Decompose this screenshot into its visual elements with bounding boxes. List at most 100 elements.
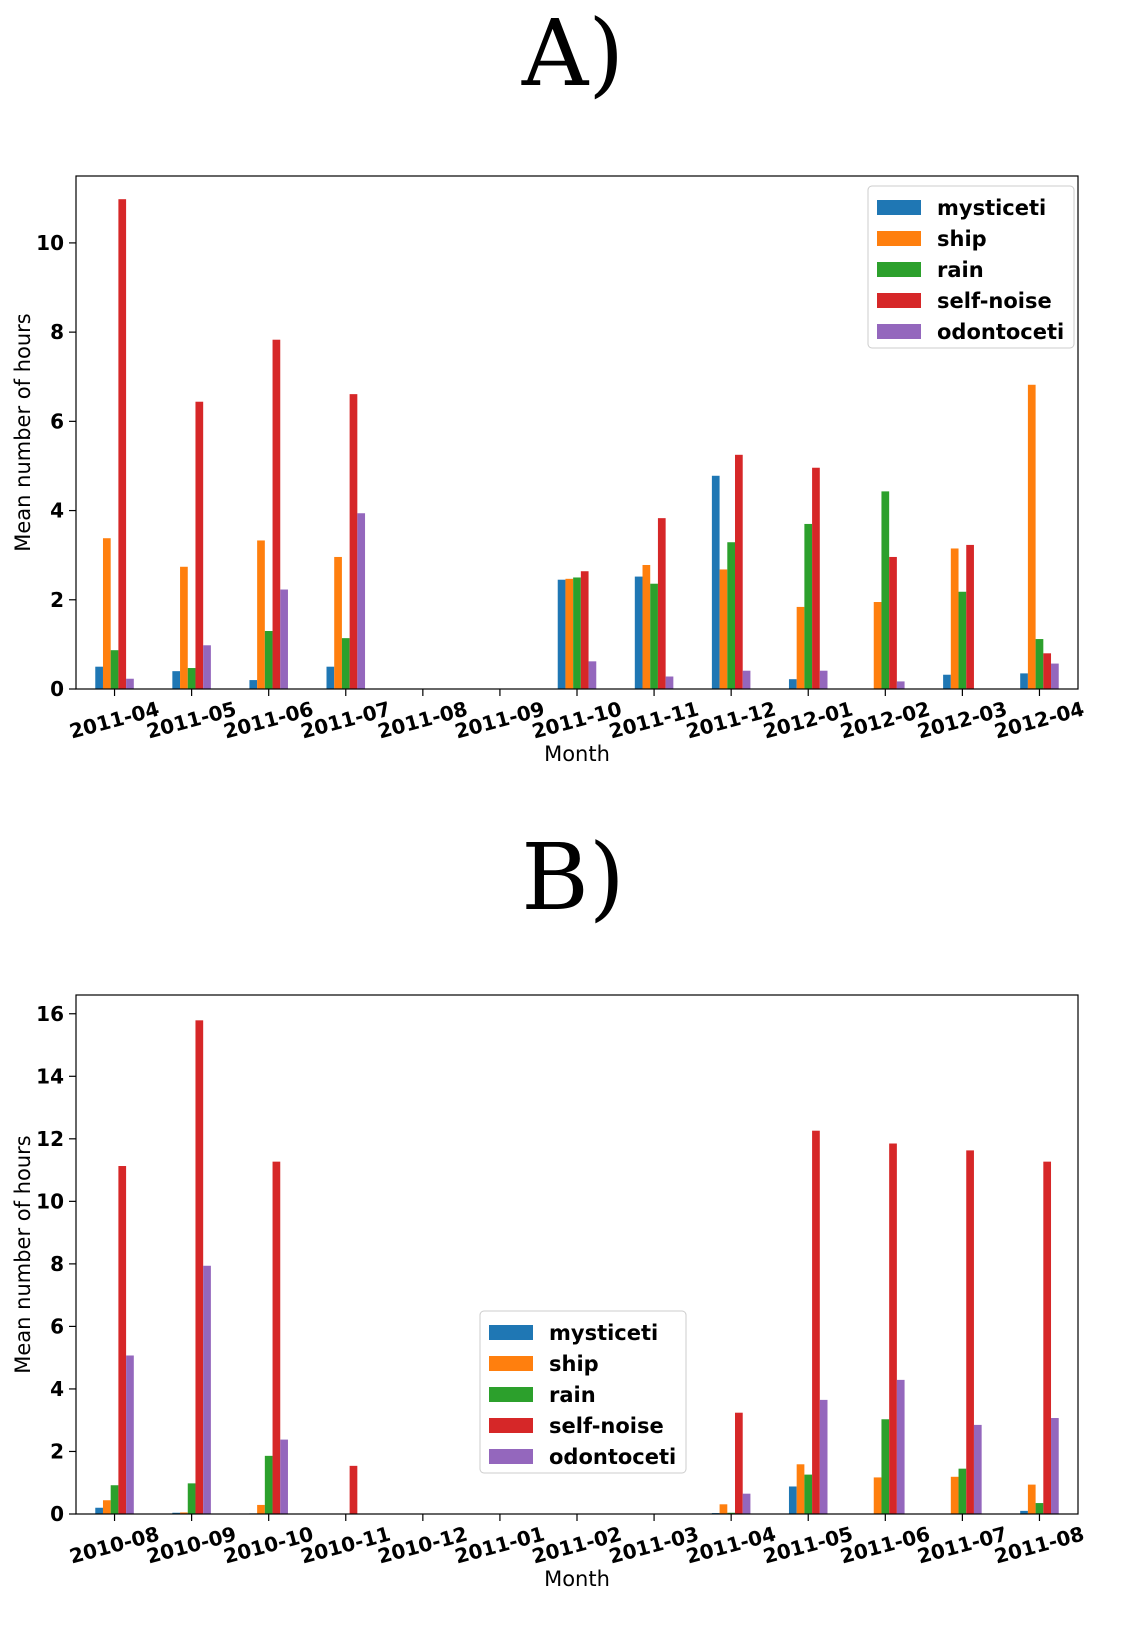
- bar-mysticeti-2012-01: [788, 679, 797, 689]
- bar-rain-2011-08: [1035, 1503, 1044, 1514]
- legend-swatch-self-noise: [877, 293, 921, 308]
- bar-mysticeti-2012-03: [943, 674, 951, 689]
- bar-self-noise-2010-11: [349, 1465, 358, 1514]
- bar-self-noise-2011-11: [657, 518, 666, 689]
- bar-rain-2010-09: [187, 1483, 196, 1514]
- y-tick-label: 10: [36, 231, 64, 255]
- legend-label-odontoceti: odontoceti: [937, 320, 1064, 344]
- bar-ship-2010-10: [257, 1504, 265, 1514]
- legend-label-self-noise: self-noise: [549, 1414, 664, 1438]
- bar-mysticeti-2012-04: [1020, 673, 1028, 689]
- y-tick-label: 4: [50, 1377, 64, 1401]
- legend: mysticeti ship rain self-noise odontoceti: [867, 185, 1075, 349]
- bar-mysticeti-2011-11: [634, 576, 643, 689]
- bar-self-noise-2010-08: [118, 1166, 127, 1514]
- bar-ship-2011-05: [796, 1464, 805, 1514]
- bar-self-noise-2010-09: [195, 1020, 204, 1514]
- y-tick-label: 0: [50, 1502, 64, 1526]
- bar-ship-2011-06: [257, 540, 265, 689]
- legend-label-mysticeti: mysticeti: [549, 1321, 658, 1345]
- legend-label-ship: ship: [937, 227, 987, 251]
- bar-ship-2012-04: [1027, 384, 1036, 689]
- bar-odontoceti-2011-12: [742, 670, 751, 689]
- y-tick-label: 16: [36, 1002, 64, 1026]
- bar-rain-2010-10: [264, 1455, 273, 1514]
- bar-rain-2011-12: [727, 542, 736, 689]
- bar-self-noise-2011-12: [735, 454, 743, 689]
- bar-self-noise-2011-04: [735, 1412, 743, 1514]
- bar-mysticeti-2011-07: [326, 666, 335, 689]
- bar-odontoceti-2011-06: [280, 589, 288, 689]
- bar-odontoceti-2011-04: [126, 678, 134, 689]
- bar-rain-2012-02: [881, 491, 890, 689]
- bar-rain-2011-10: [573, 577, 581, 689]
- bar-odontoceti-2012-04: [1051, 663, 1059, 689]
- bar-self-noise-2011-08: [1043, 1161, 1052, 1514]
- legend-swatch-odontoceti: [877, 324, 921, 339]
- bar-rain-2011-06: [881, 1419, 890, 1514]
- y-tick-label: 14: [36, 1064, 64, 1088]
- legend-swatch-odontoceti: [489, 1449, 533, 1464]
- y-tick-label: 4: [50, 499, 64, 523]
- x-axis-label: Month: [544, 742, 610, 766]
- legend-swatch-mysticeti: [877, 200, 921, 215]
- bar-odontoceti-2011-05: [819, 1399, 828, 1514]
- legend-swatch-rain: [489, 1387, 533, 1402]
- legend-swatch-ship: [877, 231, 921, 246]
- bar-odontoceti-2011-05: [203, 645, 211, 689]
- bar-self-noise-2011-07: [349, 394, 358, 689]
- chart-b: 02468101214162010-082010-092010-102010-1…: [11, 994, 1087, 1591]
- bar-mysticeti-2011-08: [1020, 1510, 1028, 1514]
- legend: mysticeti ship rain self-noise odontoceti: [479, 1310, 687, 1474]
- bar-ship-2010-08: [102, 1500, 111, 1514]
- legend-label-mysticeti: mysticeti: [937, 196, 1046, 220]
- bar-self-noise-2011-10: [580, 571, 589, 689]
- bar-rain-2012-03: [958, 591, 967, 689]
- bar-odontoceti-2012-02: [896, 681, 905, 689]
- bar-mysticeti-2011-05: [172, 671, 181, 689]
- y-tick-label: 10: [36, 1189, 64, 1213]
- bar-ship-2011-10: [565, 578, 574, 689]
- legend-label-rain: rain: [549, 1383, 596, 1407]
- bar-ship-2011-08: [1027, 1484, 1036, 1514]
- legend-swatch-mysticeti: [489, 1325, 533, 1340]
- y-tick-label: 2: [50, 588, 64, 612]
- bar-odontoceti-2011-10: [588, 661, 597, 689]
- bar-rain-2011-07: [341, 638, 350, 689]
- bar-self-noise-2012-02: [889, 556, 897, 689]
- bar-self-noise-2011-06: [889, 1143, 897, 1514]
- bar-rain-2011-06: [264, 631, 273, 689]
- x-tick-label: 2012-04: [992, 697, 1087, 744]
- panel-label-a: A): [521, 0, 625, 107]
- legend-swatch-self-noise: [489, 1418, 533, 1433]
- bar-self-noise-2011-05: [195, 401, 204, 689]
- bar-odontoceti-2010-08: [126, 1355, 134, 1514]
- bar-ship-2011-12: [719, 569, 728, 689]
- bar-rain-2012-04: [1035, 639, 1044, 689]
- bar-odontoceti-2010-10: [280, 1439, 288, 1514]
- bar-mysticeti-2011-04: [95, 666, 103, 689]
- bar-ship-2011-05: [180, 566, 188, 689]
- bar-self-noise-2010-10: [272, 1161, 281, 1514]
- bar-ship-2012-01: [796, 606, 805, 689]
- bar-ship-2011-04: [102, 538, 111, 689]
- bar-rain-2010-08: [110, 1485, 119, 1514]
- bar-rain-2011-07: [958, 1468, 967, 1514]
- y-tick-label: 6: [50, 1314, 64, 1338]
- bar-rain-2011-05: [804, 1474, 813, 1514]
- y-tick-label: 6: [50, 409, 64, 433]
- panel-label-b: B): [521, 824, 625, 931]
- bar-ship-2011-04: [719, 1504, 728, 1514]
- legend-label-rain: rain: [937, 258, 984, 282]
- bar-self-noise-2011-05: [812, 1130, 820, 1514]
- y-tick-label: 12: [36, 1127, 64, 1151]
- bar-self-noise-2012-04: [1043, 653, 1052, 689]
- bar-ship-2011-07: [334, 556, 342, 689]
- bar-rain-2011-04: [110, 650, 119, 689]
- bar-odontoceti-2012-01: [819, 670, 828, 689]
- bar-odontoceti-2011-04: [742, 1493, 751, 1514]
- bar-ship-2010-09: [180, 1512, 188, 1514]
- bar-ship-2011-11: [642, 564, 651, 689]
- bar-self-noise-2012-01: [812, 467, 820, 689]
- bar-mysticeti-2011-10: [557, 579, 566, 689]
